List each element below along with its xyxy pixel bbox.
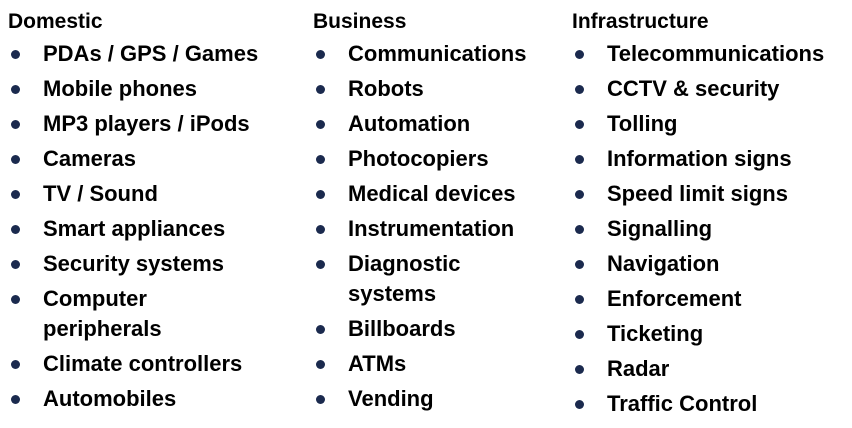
bullet-icon (11, 85, 20, 94)
list-item: Billboards (313, 314, 563, 344)
bullet-icon (575, 155, 584, 164)
bullet-icon (316, 120, 325, 129)
domestic-heading: Domestic (8, 10, 103, 33)
bullet-icon (316, 190, 325, 199)
bullet-icon (316, 85, 325, 94)
list-item: Instrumentation (313, 214, 563, 244)
bullet-icon (575, 85, 584, 94)
bullet-icon (575, 225, 584, 234)
bullet-icon (316, 225, 325, 234)
list-item: Radar (572, 354, 852, 384)
bullet-icon (11, 155, 20, 164)
bullet-icon (316, 155, 325, 164)
list-item: MP3 players / iPods (8, 109, 298, 139)
list-item: PDAs / GPS / Games (8, 39, 298, 69)
business-heading: Business (313, 10, 407, 33)
list-item: Diagnostic systems (313, 249, 488, 309)
infrastructure-column: Infrastructure Telecommunications CCTV &… (572, 8, 852, 424)
list-item: Enforcement (572, 284, 852, 314)
list-item: Automobiles (8, 384, 298, 414)
bullet-icon (316, 360, 325, 369)
list-item: Tolling (572, 109, 852, 139)
list-item: Smart appliances (8, 214, 298, 244)
bullet-icon (575, 330, 584, 339)
list-item: Cameras (8, 144, 298, 174)
bullet-icon (316, 260, 325, 269)
list-item: Photocopiers (313, 144, 563, 174)
list-item: Climate controllers (8, 349, 298, 379)
bullet-icon (575, 120, 584, 129)
list-item: Automation (313, 109, 563, 139)
bullet-icon (316, 50, 325, 59)
list-item: Speed limit signs (572, 179, 852, 209)
list-item: Navigation (572, 249, 852, 279)
bullet-icon (11, 225, 20, 234)
infrastructure-heading: Infrastructure (572, 10, 709, 33)
list-item: Security systems (8, 249, 298, 279)
bullet-icon (575, 50, 584, 59)
bullet-icon (575, 365, 584, 374)
list-item: Computer peripherals (8, 284, 183, 344)
list-item: Vending (313, 384, 563, 414)
bullet-icon (11, 360, 20, 369)
bullet-icon (11, 295, 20, 304)
business-column: Business Communications Robots Automatio… (313, 8, 563, 419)
bullet-icon (575, 260, 584, 269)
list-item: Signalling (572, 214, 852, 244)
domestic-column: Domestic PDAs / GPS / Games Mobile phone… (8, 8, 298, 419)
bullet-icon (575, 295, 584, 304)
list-item: ATMs (313, 349, 563, 379)
bullet-icon (11, 190, 20, 199)
list-item: Mobile phones (8, 74, 298, 104)
bullet-icon (316, 395, 325, 404)
bullet-icon (11, 395, 20, 404)
bullet-icon (11, 260, 20, 269)
list-item: Communications (313, 39, 563, 69)
bullet-icon (575, 190, 584, 199)
list-item: Medical devices (313, 179, 563, 209)
bullet-icon (575, 400, 584, 409)
list-item: Robots (313, 74, 563, 104)
list-item: Ticketing (572, 319, 852, 349)
list-item: Telecommunications (572, 39, 852, 69)
bullet-icon (11, 120, 20, 129)
list-item: Information signs (572, 144, 852, 174)
bullet-icon (316, 325, 325, 334)
list-item: TV / Sound (8, 179, 298, 209)
list-item: Traffic Control (572, 389, 852, 419)
bullet-icon (11, 50, 20, 59)
list-item: CCTV & security (572, 74, 852, 104)
